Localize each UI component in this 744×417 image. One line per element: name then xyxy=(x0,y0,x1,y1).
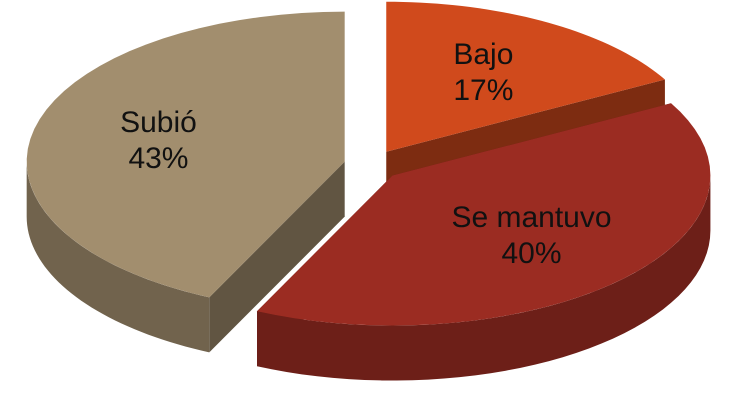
slice xyxy=(257,103,711,381)
slice-top xyxy=(257,103,711,326)
slice-label: Se mantuvo xyxy=(451,201,611,234)
slice xyxy=(26,11,345,353)
slice-label: Bajo xyxy=(453,38,513,71)
slice-side xyxy=(257,175,711,381)
slice-value-label: 17% xyxy=(453,74,513,107)
slice-label: Subió xyxy=(120,106,197,139)
slice-top xyxy=(386,1,665,152)
slice-side xyxy=(26,161,210,353)
slice-value-label: 43% xyxy=(128,142,188,175)
slice-wall xyxy=(209,161,345,353)
slice-value-label: 40% xyxy=(501,237,561,270)
slice-top xyxy=(26,11,345,298)
